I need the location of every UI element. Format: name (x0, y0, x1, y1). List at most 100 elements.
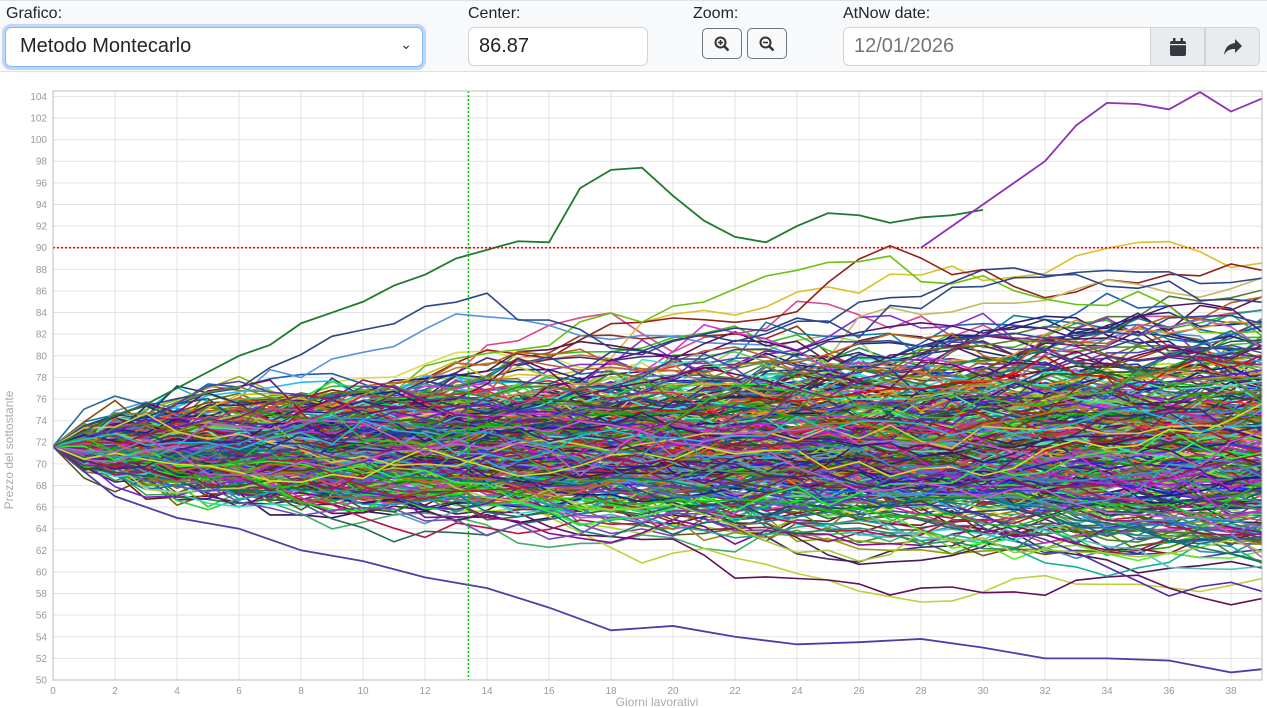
chart-label: Grafico: (6, 5, 63, 22)
simulated-path (53, 344, 1262, 448)
simulated-path (53, 339, 1262, 453)
y-tick-label: 78 (36, 373, 48, 384)
simulated-path (53, 438, 1262, 553)
x-tick-label: 30 (977, 686, 989, 697)
simulated-path (53, 314, 1262, 477)
y-tick-label: 54 (36, 632, 48, 643)
y-tick-label: 60 (36, 567, 48, 578)
x-tick-label: 2 (112, 686, 118, 697)
simulated-path (53, 387, 1262, 451)
simulated-path (53, 384, 1262, 459)
simulated-path (53, 361, 1262, 448)
x-tick-label: 4 (174, 686, 180, 697)
y-tick-label: 94 (36, 200, 48, 211)
simulated-path (53, 416, 1262, 484)
simulated-path (53, 407, 1262, 453)
y-tick-label: 104 (30, 92, 47, 103)
x-tick-label: 10 (357, 686, 369, 697)
y-tick-label: 92 (36, 222, 48, 233)
zoom-in-button[interactable] (702, 28, 742, 59)
y-tick-label: 56 (36, 611, 48, 622)
x-tick-label: 18 (605, 686, 617, 697)
x-tick-label: 8 (298, 686, 304, 697)
simulated-path (53, 424, 1262, 477)
x-tick-label: 14 (481, 686, 493, 697)
atnow-date-input[interactable] (843, 27, 1151, 66)
simulated-path (53, 433, 1262, 597)
y-tick-label: 50 (36, 676, 48, 687)
share-button[interactable] (1205, 27, 1260, 66)
simulated-path (53, 445, 1262, 543)
simulated-path (53, 445, 1262, 564)
highlighted-path (53, 166, 984, 448)
y-tick-label: 98 (36, 157, 48, 168)
x-tick-label: 34 (1101, 686, 1113, 697)
simulated-path (53, 367, 1262, 467)
simulated-path (53, 370, 1262, 469)
y-tick-label: 96 (36, 178, 48, 189)
highlighted-path (920, 91, 1262, 249)
simulated-path (53, 403, 1262, 498)
reference-lines (53, 91, 1262, 680)
simulated-path (53, 445, 1262, 541)
x-tick-label: 26 (853, 686, 865, 697)
simulated-path (53, 430, 1262, 506)
y-tick-label: 52 (36, 654, 48, 665)
calendar-button[interactable] (1150, 27, 1205, 66)
tick-labels: 5052545658606264666870727476788082848688… (30, 92, 1237, 697)
center-label: Center: (468, 5, 521, 22)
simulated-path (53, 405, 1262, 512)
x-tick-label: 0 (50, 686, 56, 697)
y-tick-label: 62 (36, 546, 48, 557)
x-tick-label: 36 (1163, 686, 1175, 697)
x-axis-label: Giorni lavorativi (616, 695, 699, 708)
simulated-path (53, 440, 1262, 528)
simulated-path (53, 445, 1262, 494)
simulated-paths (53, 91, 1262, 674)
zoom-out-button[interactable] (747, 28, 787, 59)
x-tick-label: 16 (543, 686, 555, 697)
simulated-path (53, 402, 1262, 484)
highlighted-path (53, 445, 1262, 674)
simulated-path (53, 339, 1262, 478)
y-tick-label: 76 (36, 395, 48, 406)
x-tick-label: 28 (915, 686, 927, 697)
y-tick-label: 82 (36, 330, 48, 341)
y-tick-label: 84 (36, 308, 48, 319)
chart-type-value: Metodo Montecarlo (20, 35, 192, 57)
y-tick-label: 70 (36, 459, 48, 470)
y-tick-label: 66 (36, 503, 48, 514)
y-axis-label: Prezzo del sottostante (2, 390, 16, 509)
y-tick-label: 68 (36, 481, 48, 492)
x-tick-label: 20 (667, 686, 679, 697)
simulated-path (53, 413, 1262, 563)
x-tick-label: 24 (791, 686, 803, 697)
y-tick-label: 80 (36, 351, 48, 362)
x-tick-label: 32 (1039, 686, 1051, 697)
y-tick-label: 72 (36, 438, 48, 449)
simulated-path (53, 428, 1262, 527)
center-input[interactable] (468, 27, 648, 66)
zoom-out-icon (759, 36, 775, 51)
zoom-in-icon (714, 36, 730, 51)
y-tick-label: 100 (30, 135, 47, 146)
x-tick-label: 38 (1225, 686, 1237, 697)
plot-frame (52, 90, 1263, 681)
y-tick-label: 58 (36, 589, 48, 600)
x-tick-label: 22 (729, 686, 741, 697)
simulated-path (53, 379, 1262, 453)
zoom-label: Zoom: (693, 5, 739, 22)
simulated-path (53, 341, 1262, 448)
y-tick-label: 88 (36, 265, 48, 276)
toolbar: Grafico: Metodo Montecarlo ⌄ Center: Zoo… (0, 0, 1267, 72)
y-tick-label: 102 (30, 114, 47, 125)
chevron-down-icon: ⌄ (400, 36, 412, 52)
atnow-label: AtNow date: (843, 5, 931, 22)
simulated-path (53, 405, 1262, 501)
chart-type-select[interactable]: Metodo Montecarlo ⌄ (5, 27, 423, 67)
x-tick-label: 6 (236, 686, 242, 697)
y-tick-label: 90 (36, 243, 48, 254)
simulated-path (53, 392, 1262, 460)
simulated-path (53, 409, 1262, 462)
y-tick-label: 86 (36, 286, 48, 297)
